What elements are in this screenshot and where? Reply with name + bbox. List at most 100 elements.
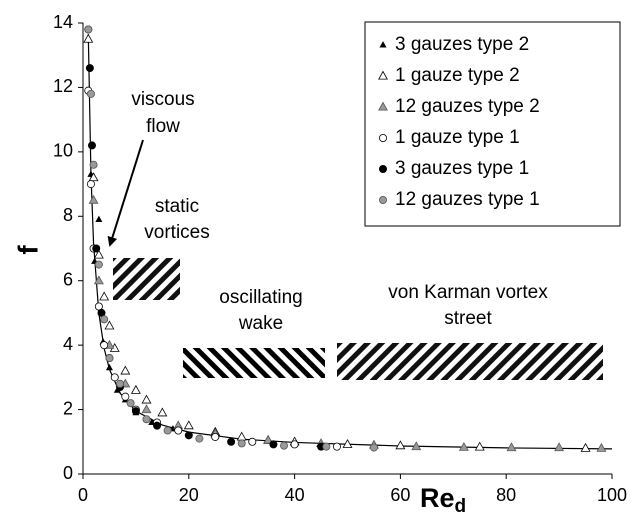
hatched-regions [113,258,603,380]
data-point [88,172,99,182]
annotation: vortices [144,222,209,243]
legend-box [364,21,621,227]
data-point [248,437,257,446]
data-point [110,373,119,382]
data-point [88,194,99,204]
y-tick-label: 8 [63,205,73,225]
static-hatch [113,258,180,300]
x-tick-label: 40 [285,485,305,505]
data-point [580,442,591,452]
data-point [596,442,607,452]
data-point [89,160,98,169]
legend-label: 3 gauzes type 1 [395,158,529,179]
annotation: viscous [131,89,194,110]
data-point [290,440,299,449]
data-point [87,141,96,150]
data-point [105,354,114,363]
y-tick-label: 14 [53,12,73,32]
data-point [126,399,135,408]
data-point [458,441,469,451]
y-tick-label: 12 [53,76,73,96]
data-point [263,434,274,444]
data-point [411,441,422,451]
data-point [184,431,193,440]
y-tick-label: 6 [63,269,73,289]
data-point [100,341,109,350]
data-point [237,439,246,448]
annotation: von Karman vortex [388,282,548,303]
x-tick-label: 80 [496,485,516,505]
arrow [107,139,144,247]
annotation: flow [146,116,180,137]
data-point [121,392,130,401]
data-point [84,25,93,34]
data-point [211,432,220,441]
legend-marker [378,70,388,80]
data-point [163,426,172,435]
data-point [94,260,103,269]
x-axis-label-sub: d [455,496,467,517]
x-tick-label: 100 [597,485,627,505]
x-axis-label: Red [420,483,466,517]
x-tick-label: 0 [78,485,88,505]
legend-label: 3 gauzes type 2 [395,34,529,55]
data-point [280,441,289,450]
data-point [93,275,104,285]
data-point [474,441,485,451]
data-point [116,379,125,388]
legend-label: 1 gauze type 2 [395,65,520,86]
data-point [104,320,115,330]
data-point [100,315,109,324]
data-point [141,394,152,404]
data-point [157,407,168,417]
data-point [395,440,406,450]
data-point [506,442,517,452]
data-point [369,443,378,452]
y-tick-label: 4 [63,334,73,354]
annotation: street [444,308,492,329]
data-point [322,442,331,451]
data-point [95,215,103,223]
data-point [92,244,101,253]
data-point [93,249,104,259]
oscillating-hatch [183,348,325,378]
data-point [130,384,141,394]
y-tick-label: 0 [63,463,73,483]
data-point [342,439,353,448]
data-point [269,440,278,449]
data-point [153,421,162,430]
legend-label: 1 gauze type 1 [395,127,520,148]
data-point [142,415,151,424]
data-point [86,89,95,98]
data-point [195,434,204,443]
data-point [86,180,95,189]
annotation: oscillating [219,287,302,308]
data-point [183,420,194,430]
data-point [120,365,131,375]
data-point [141,404,152,414]
data-point [85,64,94,73]
y-tick-label: 10 [53,141,73,161]
y-tick-label: 2 [63,398,73,418]
karman-hatch [337,343,603,380]
data-point [99,291,110,301]
y-axis-label: f [12,245,43,255]
legend-label: 12 gauzes type 2 [395,96,540,117]
data-point [554,442,565,452]
legend-marker [378,195,387,204]
x-tick-label: 60 [390,485,410,505]
data-point [174,426,183,435]
data-point [131,407,140,416]
annotation: wake [238,313,283,334]
data-point [332,442,341,451]
data-point [236,431,247,441]
legend-marker [378,133,387,142]
legend-label: 12 gauzes type 1 [395,189,540,210]
x-tick-label: 20 [179,485,199,505]
annotation: static [155,196,199,217]
legend-marker [378,101,388,111]
legend-marker [379,41,387,48]
legend-marker [378,164,387,173]
x-axis-label-main: Re [420,483,455,513]
